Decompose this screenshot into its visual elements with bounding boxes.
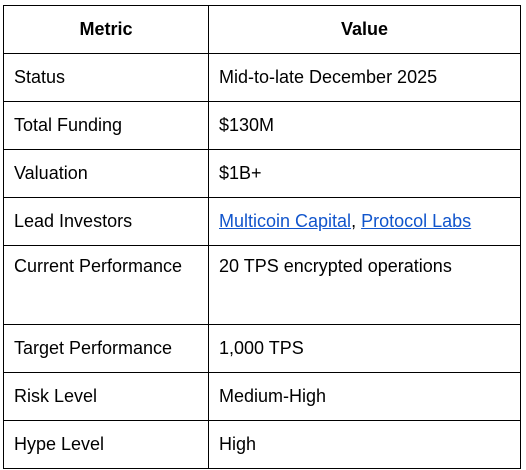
table-row: Risk Level Medium-High xyxy=(3,372,521,421)
header-value: Value xyxy=(208,5,521,54)
investor-link-multicoin[interactable]: Multicoin Capital xyxy=(219,211,352,231)
table-row: Hype Level High xyxy=(3,420,521,469)
metric-cell: Total Funding xyxy=(3,101,209,150)
value-cell: Mid-to-late December 2025 xyxy=(208,53,521,102)
table-row: Current Performance 20 TPS encrypted ope… xyxy=(3,245,521,325)
metric-cell: Target Performance xyxy=(3,324,209,373)
value-cell: 20 TPS encrypted operations xyxy=(208,245,521,325)
metric-cell: Valuation xyxy=(3,149,209,198)
metrics-table: Metric Value Status Mid-to-late December… xyxy=(3,5,521,469)
metric-cell: Risk Level xyxy=(3,372,209,421)
value-cell: Multicoin Capital, Protocol Labs xyxy=(208,197,521,246)
metric-cell: Lead Investors xyxy=(3,197,209,246)
value-cell: $1B+ xyxy=(208,149,521,198)
table-row: Valuation $1B+ xyxy=(3,149,521,198)
metric-cell: Status xyxy=(3,53,209,102)
header-metric: Metric xyxy=(3,5,209,54)
value-cell: High xyxy=(208,420,521,469)
table-row: Target Performance 1,000 TPS xyxy=(3,324,521,373)
value-cell: $130M xyxy=(208,101,521,150)
header-row: Metric Value xyxy=(3,5,521,54)
metric-cell: Current Performance xyxy=(3,245,209,325)
table-row: Status Mid-to-late December 2025 xyxy=(3,53,521,102)
table-row: Lead Investors Multicoin Capital, Protoc… xyxy=(3,197,521,246)
investor-link-protocol-labs[interactable]: Protocol Labs xyxy=(361,211,472,231)
value-cell: Medium-High xyxy=(208,372,521,421)
value-cell: 1,000 TPS xyxy=(208,324,521,373)
table-row: Total Funding $130M xyxy=(3,101,521,150)
investor-separator: , xyxy=(351,211,362,231)
metric-cell: Hype Level xyxy=(3,420,209,469)
